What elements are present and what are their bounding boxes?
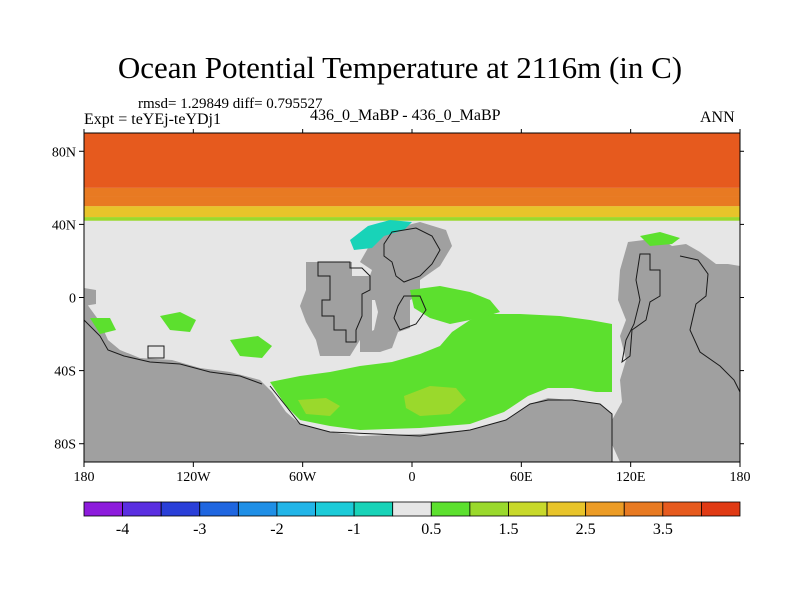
- experiment-label: Expt = teYEj-teYDj1: [84, 111, 221, 128]
- y-tick-label-0: 80N: [52, 145, 76, 160]
- colorbar-label-6: 2.5: [576, 521, 596, 538]
- coastline-7: [83, 319, 263, 385]
- colorbar-swatch-8: [392, 501, 432, 517]
- colorbar-swatch-5: [276, 501, 316, 517]
- coastline-1: [317, 261, 371, 343]
- warm-band-4: [84, 133, 740, 188]
- x-tick-label-1: 120W: [176, 470, 211, 485]
- coastline-2: [383, 227, 441, 283]
- coastline-3: [393, 295, 427, 331]
- axis-ticks: 180 120W 60W 0 60E 120E 180 80N 40N 0 40S 80S: [52, 129, 751, 485]
- season-label: ANN: [700, 109, 735, 126]
- coastline-5: [679, 255, 741, 393]
- coastline-6: [269, 385, 613, 462]
- colorbar-swatch-15: [662, 501, 702, 517]
- colorbar-swatch-7: [353, 501, 394, 517]
- coastline-8: [147, 345, 165, 359]
- stats-line: rmsd= 1.29849 diff= 0.795527: [138, 96, 323, 112]
- x-tick-label-3: 0: [409, 470, 416, 485]
- coastlines: [83, 227, 741, 462]
- colorbar: -4 -3 -2 -1 0.5 1.5 2.5 3.5: [83, 501, 741, 538]
- y-tick-label-4: 80S: [54, 438, 76, 453]
- colorbar-label-2: -2: [270, 521, 283, 538]
- warm-region-south: [270, 314, 612, 430]
- colorbar-swatch-1: [122, 501, 162, 517]
- chart-title: Ocean Potential Temperature at 2116m (in…: [117, 50, 683, 85]
- cool-patch-north: [350, 220, 412, 250]
- warm-band-2: [84, 196, 740, 207]
- warmer-patch-2: [298, 398, 340, 416]
- colorbar-label-4: 0.5: [421, 521, 441, 538]
- warm-region-small-1: [160, 312, 196, 332]
- colorbar-label-1: -3: [193, 521, 206, 538]
- y-tick-label-1: 40N: [52, 218, 76, 233]
- warmer-patches: [298, 386, 466, 416]
- land-east-continent: [610, 238, 740, 462]
- colorbar-swatch-4: [237, 501, 278, 517]
- colorbar-swatch-2: [160, 501, 201, 517]
- x-tick-label-0: 180: [74, 470, 95, 485]
- warm-region-small-2: [230, 336, 272, 358]
- colorbar-swatch-14: [623, 501, 664, 517]
- land-eurasia-africa: [360, 222, 452, 352]
- land-southern-continent: [84, 300, 612, 462]
- warm-region-west: [90, 318, 116, 334]
- colorbar-label-3: -1: [347, 521, 360, 538]
- warmer-patch-1: [404, 386, 466, 416]
- x-tick-label-6: 180: [730, 470, 751, 485]
- colorbar-swatch-16: [701, 501, 741, 517]
- colorbar-label-7: 3.5: [653, 521, 673, 538]
- period-label: 436_0_MaBP - 436_0_MaBP: [310, 107, 501, 124]
- y-tick-label-2: 0: [69, 292, 76, 307]
- x-tick-label-2: 60W: [289, 470, 317, 485]
- colorbar-label-5: 1.5: [498, 521, 518, 538]
- x-tick-label-4: 60E: [510, 470, 533, 485]
- colorbar-swatch-3: [199, 501, 239, 517]
- colorbar-label-0: -4: [116, 521, 129, 538]
- colorbar-swatch-6: [315, 501, 355, 517]
- colorbar-swatch-0: [83, 501, 123, 517]
- land-west-strip: [84, 288, 96, 306]
- warm-band-0: [84, 217, 740, 221]
- warm-region-east: [640, 232, 680, 246]
- warm-band-1: [84, 206, 740, 218]
- warm-band-3: [84, 187, 740, 197]
- coastline-4: [621, 253, 661, 364]
- colorbar-swatch-10: [469, 501, 509, 517]
- colorbar-swatch-13: [585, 501, 625, 517]
- colorbar-swatch-11: [508, 501, 548, 517]
- land-north-america: [300, 262, 380, 356]
- plot-area: [83, 132, 741, 463]
- colorbar-swatch-12: [546, 501, 587, 517]
- x-tick-label-5: 120E: [616, 470, 646, 485]
- warm-regions: [90, 232, 680, 430]
- y-tick-label-3: 40S: [54, 365, 76, 380]
- cool-patches: [350, 220, 412, 250]
- land-masses: [84, 222, 740, 462]
- colorbar-swatch-9: [430, 501, 471, 517]
- northern-warm-bands: [84, 133, 740, 221]
- warm-region-tropic: [410, 286, 500, 324]
